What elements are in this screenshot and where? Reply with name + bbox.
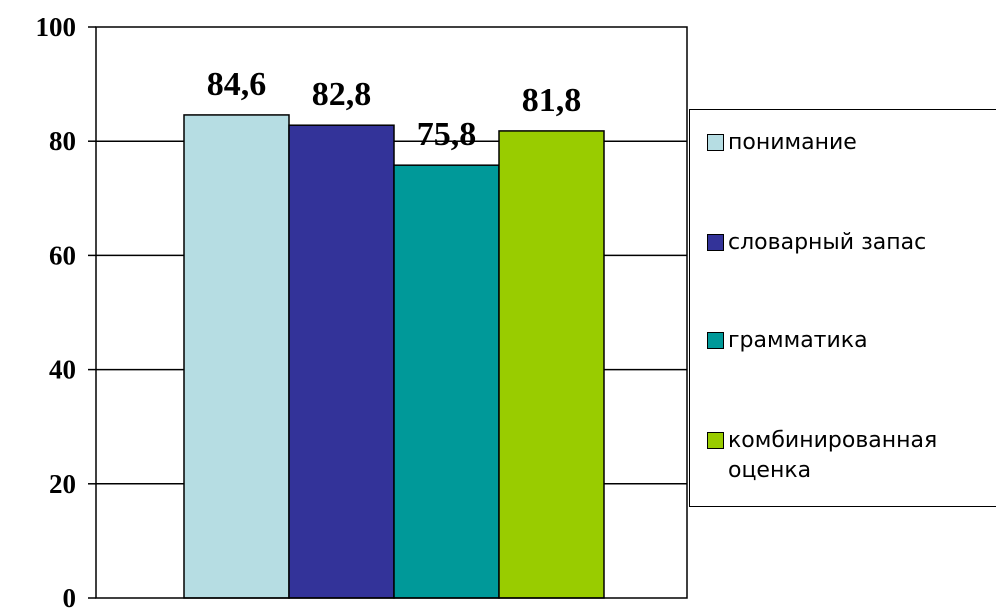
- legend: понимание словарный запас грамматика ком…: [689, 109, 996, 507]
- bar-grammar: [393, 164, 500, 599]
- data-label-combined-score: 81,8: [522, 82, 582, 119]
- data-labels: 84,6 82,8 75,8 81,8: [207, 66, 582, 153]
- data-label-comprehension: 84,6: [207, 66, 267, 103]
- y-tick-label-0: 0: [63, 583, 77, 613]
- data-label-vocabulary: 82,8: [312, 76, 372, 113]
- data-label-grammar: 75,8: [417, 116, 477, 153]
- legend-label-combined-score: комбинированная оценка: [728, 428, 938, 483]
- legend-swatch-combined-score: [707, 432, 724, 449]
- bar-combined-score: [498, 130, 605, 599]
- legend-label-comprehension: понимание: [728, 130, 857, 155]
- legend-item-combined-score: комбинированная оценка: [707, 426, 996, 486]
- legend-item-comprehension: понимание: [707, 128, 857, 158]
- legend-label-grammar: грамматика: [728, 328, 868, 353]
- y-axis: 0 20 40 60 80 100: [36, 12, 96, 613]
- legend-label-vocabulary: словарный запас: [728, 230, 927, 255]
- y-tick-label-40: 40: [49, 355, 76, 385]
- bars: [183, 114, 605, 599]
- bar-comprehension: [183, 114, 290, 599]
- y-tick-label-60: 60: [49, 240, 76, 270]
- legend-swatch-vocabulary: [707, 234, 724, 251]
- legend-item-vocabulary: словарный запас: [707, 228, 926, 258]
- y-tick-label-80: 80: [49, 126, 76, 156]
- legend-swatch-comprehension: [707, 134, 724, 151]
- legend-swatch-grammar: [707, 332, 724, 349]
- y-tick-label-100: 100: [36, 12, 77, 42]
- bar-vocabulary: [288, 124, 395, 599]
- y-tick-label-20: 20: [49, 469, 76, 499]
- legend-item-grammar: грамматика: [707, 326, 868, 356]
- plot-area-border: [95, 26, 688, 599]
